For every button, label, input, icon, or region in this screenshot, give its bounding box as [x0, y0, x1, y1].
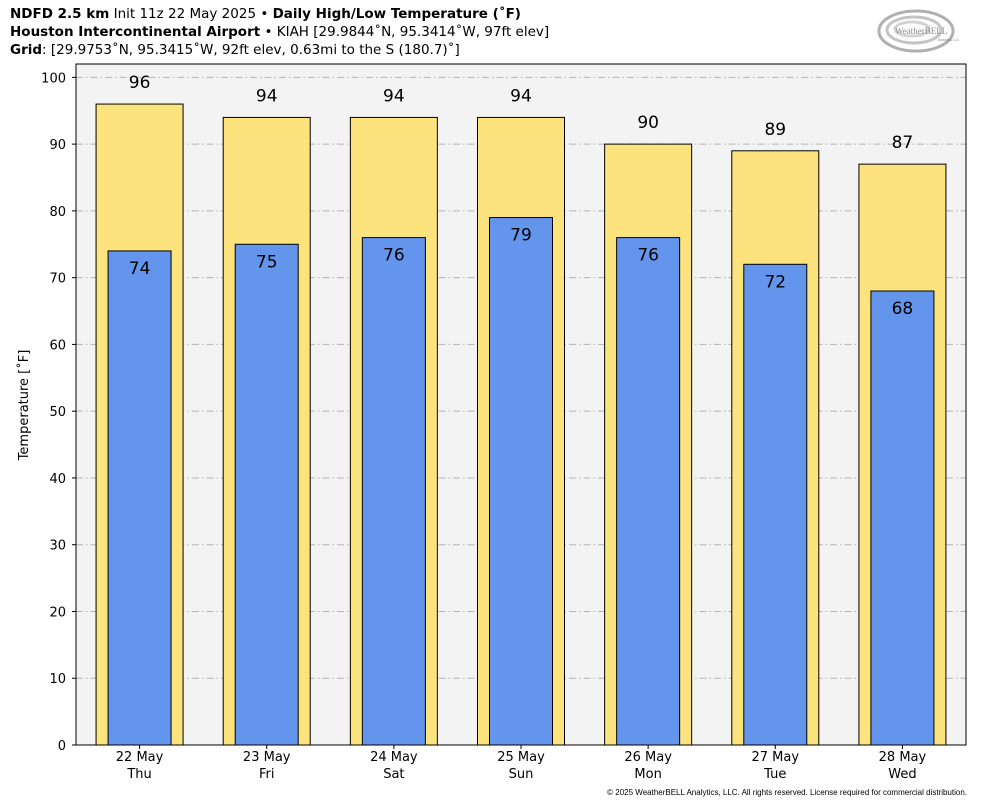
logo-text: WeatherBELL: [895, 26, 947, 36]
y-tick-label: 10: [49, 672, 66, 687]
high-value-label: 94: [256, 86, 278, 106]
high-value-label: 96: [129, 73, 151, 93]
y-tick-label: 30: [49, 539, 66, 554]
low-value-label: 68: [892, 299, 914, 319]
x-tick-date: 27 May: [752, 750, 800, 765]
y-tick-label: 80: [49, 205, 66, 220]
y-tick-label: 60: [49, 338, 66, 353]
grid-details: : [29.9753˚N, 95.3415˚W, 92ft elev, 0.63…: [42, 42, 460, 58]
y-tick-label: 20: [49, 605, 66, 620]
x-axis: 22 May Thu 23 May Fri 24 May Sat 25 May Sun 26 M…: [116, 745, 927, 782]
grid-label: Grid: [10, 42, 43, 58]
x-tick-date: 23 May: [243, 750, 291, 765]
station-details: • KIAH [29.9844˚N, 95.3414˚W, 97ft elev]: [260, 24, 550, 40]
x-tick-date: 28 May: [879, 750, 927, 765]
y-tick-label: 90: [49, 138, 66, 153]
high-value-label: 87: [892, 133, 914, 153]
low-value-label: 79: [510, 226, 532, 246]
x-tick-day: Wed: [888, 767, 916, 782]
header-line-2: Houston Intercontinental Airport • KIAH …: [10, 23, 549, 41]
low-value-label: 74: [129, 259, 151, 279]
low-value-label: 76: [383, 246, 405, 266]
x-tick-date: 24 May: [370, 750, 418, 765]
model-name: NDFD 2.5 km: [10, 6, 110, 22]
product-name: Daily High/Low Temperature (˚F): [272, 6, 521, 22]
low-bar: [107, 250, 172, 746]
x-tick-date: 22 May: [116, 750, 164, 765]
y-tick-label: 70: [49, 272, 66, 287]
station-name: Houston Intercontinental Airport: [10, 24, 261, 40]
x-tick-day: Sat: [383, 767, 404, 782]
y-tick-label: 40: [49, 472, 66, 487]
high-value-label: 90: [637, 113, 659, 133]
low-value-label: 76: [637, 246, 659, 266]
high-value-label: 94: [383, 86, 405, 106]
logo-subtext: Analytics LLC: [938, 38, 960, 42]
y-axis-label: Temperature [˚F]: [16, 350, 32, 462]
low-bar: [489, 217, 553, 746]
high-value-label: 94: [510, 86, 532, 106]
header-line-1: NDFD 2.5 km Init 11z 22 May 2025 • Daily…: [10, 5, 521, 23]
low-bar: [870, 290, 935, 746]
y-axis: 0 10 20 30 40 50 60 70 80 90 100: [41, 71, 76, 754]
x-tick-date: 26 May: [624, 750, 672, 765]
header-line-3: Grid: [29.9753˚N, 95.3415˚W, 92ft elev, …: [10, 41, 460, 59]
weatherbell-logo: WeatherBELL Analytics LLC: [877, 9, 960, 53]
y-tick-label: 100: [41, 71, 66, 86]
init-time: Init 11z 22 May 2025 •: [109, 6, 273, 22]
low-bar: [743, 263, 808, 746]
low-bar: [616, 237, 681, 746]
x-tick-day: Sun: [509, 767, 534, 782]
high-value-label: 89: [764, 120, 786, 140]
low-value-label: 72: [764, 272, 786, 292]
x-tick-day: Thu: [126, 767, 151, 782]
low-bar: [234, 243, 299, 746]
bars: 96 74 94 75 94 76 94 79 90 76 89 72 87 68: [95, 73, 947, 746]
x-tick-day: Mon: [634, 767, 661, 782]
x-tick-date: 25 May: [497, 750, 545, 765]
low-value-label: 75: [256, 252, 278, 272]
x-tick-day: Fri: [259, 767, 275, 782]
y-tick-label: 50: [49, 405, 66, 420]
y-tick-label: 0: [58, 739, 66, 754]
copyright-notice: © 2025 WeatherBELL Analytics, LLC. All r…: [607, 788, 967, 797]
x-tick-day: Tue: [763, 767, 786, 782]
low-bar: [361, 237, 426, 746]
